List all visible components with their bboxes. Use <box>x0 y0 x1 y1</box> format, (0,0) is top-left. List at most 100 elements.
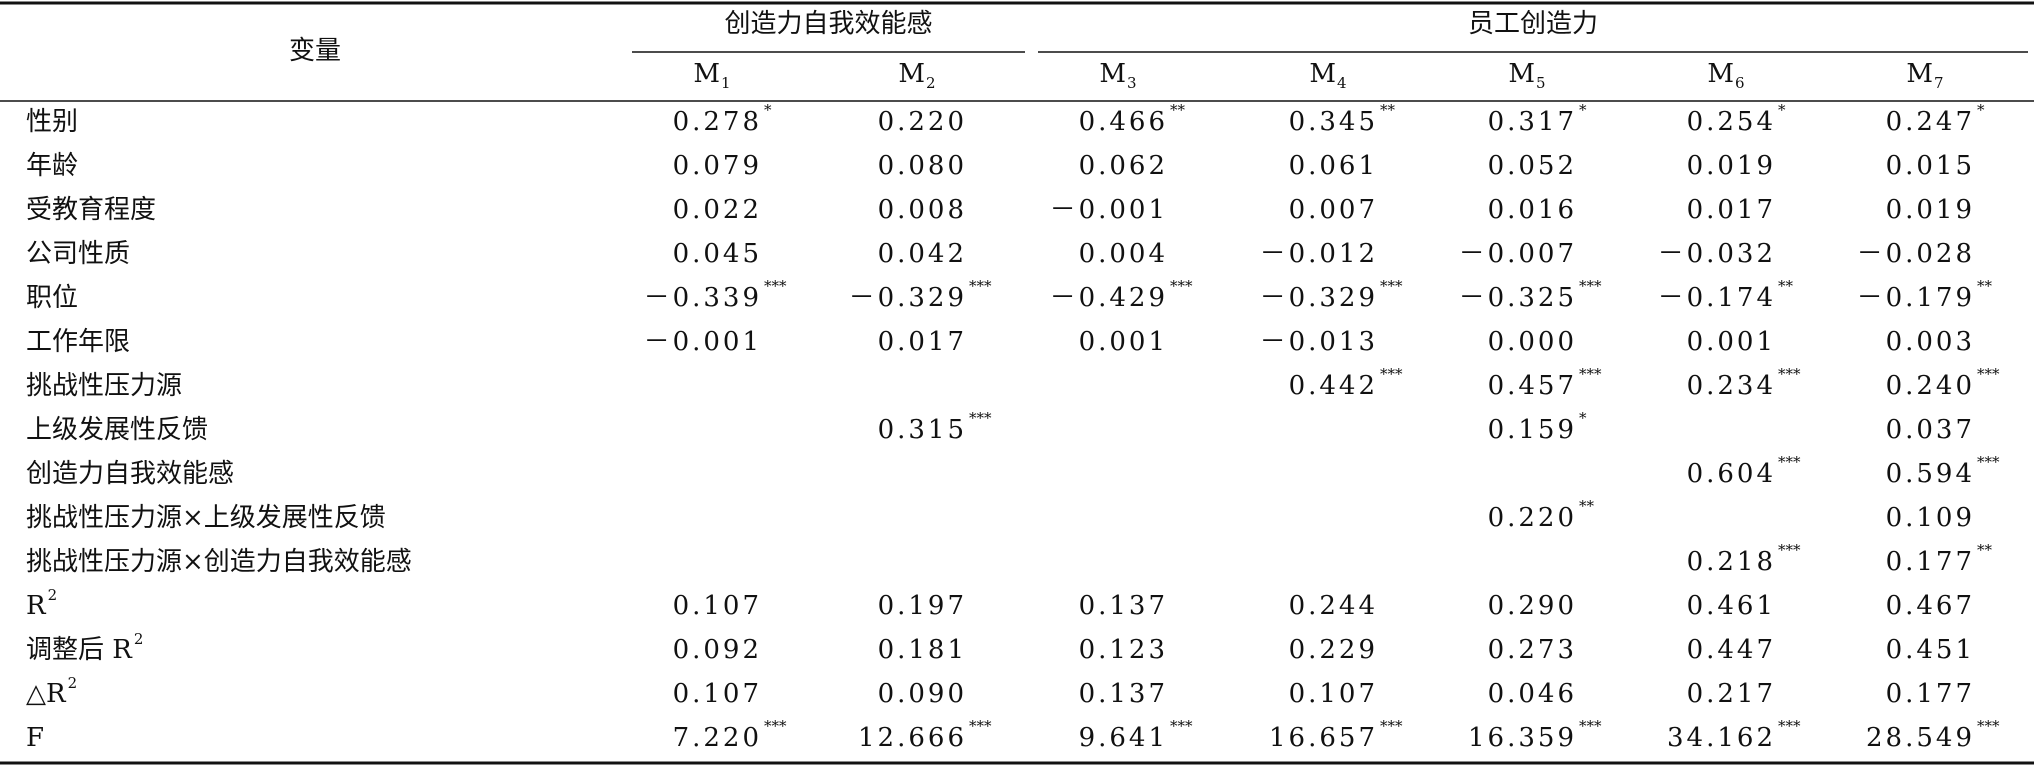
cell-value: 0.008 <box>878 195 967 225</box>
significance: *** <box>1579 717 1602 735</box>
cell-value: 0.109 <box>1886 503 1975 533</box>
row-label: 性别 <box>26 107 78 137</box>
cell-value: 0.061 <box>1289 151 1378 181</box>
cell-value: 0.046 <box>1488 679 1577 709</box>
cell-value: 0.016 <box>1488 195 1577 225</box>
cell-value: 9.641 <box>1079 723 1168 753</box>
cell-value: 0.345 <box>1289 107 1378 137</box>
significance: *** <box>1380 717 1403 735</box>
cell-value: 0.107 <box>673 679 762 709</box>
cell-value: 0.234 <box>1687 371 1776 401</box>
cell-value: 0.123 <box>1079 635 1168 665</box>
row-label-superscript: 2 <box>134 630 144 648</box>
cell-value: 16.657 <box>1269 723 1378 753</box>
model-subscript: 1 <box>721 74 731 92</box>
cell-value: 0.019 <box>1886 195 1975 225</box>
cell-value: 0.197 <box>878 591 967 621</box>
cell-value: 0.042 <box>878 239 967 269</box>
cell-value: 0.254 <box>1687 107 1776 137</box>
cell-value: －0.329 <box>849 283 967 313</box>
group-header: 创造力自我效能感 <box>724 9 932 39</box>
row-label: 挑战性压力源×上级发展性反馈 <box>26 503 386 533</box>
row-label: 挑战性压力源 <box>26 371 182 401</box>
significance: ** <box>1380 101 1396 119</box>
model-name: M <box>693 59 720 89</box>
cell-value: －0.032 <box>1658 239 1776 269</box>
model-subscript: 7 <box>1934 74 1944 92</box>
cell-value: 0.229 <box>1289 635 1378 665</box>
cell-value: 34.162 <box>1667 723 1776 753</box>
row-label-superscript: 2 <box>68 674 78 692</box>
model-name: M <box>1309 59 1336 89</box>
significance: ** <box>1977 277 1993 295</box>
row-label-superscript: 2 <box>48 586 58 604</box>
cell-value: 0.220 <box>1488 503 1577 533</box>
cell-value: 0.594 <box>1886 459 1975 489</box>
model-subscript: 5 <box>1536 74 1546 92</box>
significance: *** <box>969 277 992 295</box>
significance: *** <box>1579 365 1602 383</box>
cell-value: 0.017 <box>878 327 967 357</box>
significance: *** <box>1778 717 1801 735</box>
row-label: 年龄 <box>26 151 78 181</box>
model-name: M <box>1707 59 1734 89</box>
cell-value: 0.004 <box>1079 239 1168 269</box>
cell-value: 0.461 <box>1687 591 1776 621</box>
row-label: 上级发展性反馈 <box>26 415 208 445</box>
significance: *** <box>1778 541 1801 559</box>
cell-value: －0.013 <box>1260 327 1378 357</box>
model-subscript: 4 <box>1337 74 1347 92</box>
cell-value: －0.001 <box>1050 195 1168 225</box>
corner-header: 变量 <box>289 36 341 66</box>
row-label: F <box>26 723 44 753</box>
cell-value: 0.218 <box>1687 547 1776 577</box>
cell-value: 0.315 <box>878 415 967 445</box>
row-label: 受教育程度 <box>26 195 156 225</box>
row-label: R <box>26 591 47 621</box>
cell-value: 0.247 <box>1886 107 1975 137</box>
cell-value: 0.001 <box>1079 327 1168 357</box>
cell-value: 0.015 <box>1886 151 1975 181</box>
model-name: M <box>898 59 925 89</box>
significance: *** <box>969 409 992 427</box>
cell-value: 0.290 <box>1488 591 1577 621</box>
row-label: 职位 <box>26 283 78 313</box>
significance: * <box>1579 409 1587 427</box>
cell-value: 0.062 <box>1079 151 1168 181</box>
model-subscript: 2 <box>926 74 936 92</box>
cell-value: 0.137 <box>1079 591 1168 621</box>
cell-value: 0.090 <box>878 679 967 709</box>
significance: *** <box>1977 717 2000 735</box>
cell-value: 28.549 <box>1866 723 1975 753</box>
cell-value: 0.604 <box>1687 459 1776 489</box>
model-name: M <box>1906 59 1933 89</box>
cell-value: 0.244 <box>1289 591 1378 621</box>
significance: ** <box>1579 497 1595 515</box>
cell-value: 0.457 <box>1488 371 1577 401</box>
significance: *** <box>1778 365 1801 383</box>
significance: * <box>764 101 772 119</box>
significance: *** <box>1380 277 1403 295</box>
significance: *** <box>1380 365 1403 383</box>
model-subscript: 3 <box>1127 74 1137 92</box>
row-label: 挑战性压力源×创造力自我效能感 <box>26 547 412 577</box>
cell-value: 0.240 <box>1886 371 1975 401</box>
cell-value: 0.451 <box>1886 635 1975 665</box>
cell-value: 0.007 <box>1289 195 1378 225</box>
significance: *** <box>969 717 992 735</box>
significance: * <box>1778 101 1786 119</box>
model-subscript: 6 <box>1735 74 1745 92</box>
cell-value: 0.107 <box>1289 679 1378 709</box>
cell-value: 0.000 <box>1488 327 1577 357</box>
cell-value: 0.317 <box>1488 107 1577 137</box>
model-name: M <box>1508 59 1535 89</box>
cell-value: 0.447 <box>1687 635 1776 665</box>
cell-value: 0.092 <box>673 635 762 665</box>
significance: *** <box>764 717 787 735</box>
cell-value: －0.007 <box>1459 239 1577 269</box>
cell-value: 0.466 <box>1079 107 1168 137</box>
cell-value: －0.339 <box>644 283 762 313</box>
cell-value: －0.325 <box>1459 283 1577 313</box>
significance: ** <box>1778 277 1794 295</box>
